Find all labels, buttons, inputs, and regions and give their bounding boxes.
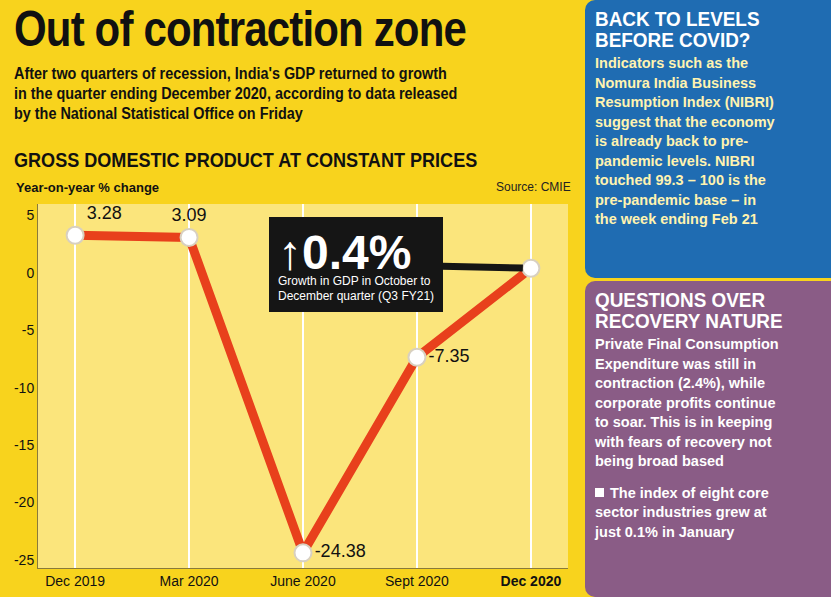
html-text:suggest that the economy: suggest that the economy <box>595 113 775 130</box>
svg-text:-10: -10 <box>14 380 34 396</box>
html-text:Out of contraction zone: Out of contraction zone <box>14 1 466 57</box>
svg-text:June 2020: June 2020 <box>270 573 336 589</box>
svg-text:-20: -20 <box>14 494 34 510</box>
html-text:QUESTIONS OVER: QUESTIONS OVER <box>595 288 766 311</box>
svg-text:-15: -15 <box>14 437 34 453</box>
html-text:BACK TO LEVELS: BACK TO LEVELS <box>595 7 760 30</box>
html-text:The index of eight core: The index of eight core <box>610 484 769 501</box>
html-text:corporate profits continue: corporate profits continue <box>595 394 776 411</box>
html-text:by the National Statistical Of: by the National Statistical Office on Fr… <box>14 105 303 122</box>
html-text:Nomura India Business: Nomura India Business <box>595 74 757 91</box>
svg-text:-24.38: -24.38 <box>315 541 366 561</box>
html-text:Source: CMIE: Source: CMIE <box>496 180 571 194</box>
svg-text:3.09: 3.09 <box>172 205 207 225</box>
html-text:is already back to pre-: is already back to pre- <box>595 133 749 149</box>
html-text:Private Final Consumption: Private Final Consumption <box>595 336 779 352</box>
svg-text:Sept 2020: Sept 2020 <box>385 573 449 589</box>
svg-text:3.28: 3.28 <box>87 203 122 223</box>
svg-text:-5: -5 <box>22 322 35 338</box>
html-text:in the quarter ending December: in the quarter ending December 2020, acc… <box>14 85 458 102</box>
html-text:being broad based: being broad based <box>595 453 724 469</box>
svg-text:Dec 2019: Dec 2019 <box>45 573 105 589</box>
svg-text:-25: -25 <box>14 552 34 568</box>
html-text:After two quarters of recessio: After two quarters of recession, India's… <box>14 65 447 82</box>
html-text:Resumption Index (NIBRI): Resumption Index (NIBRI) <box>595 94 774 110</box>
svg-text:Mar 2020: Mar 2020 <box>159 573 218 589</box>
html-text:Year-on-year % change: Year-on-year % change <box>16 180 160 195</box>
svg-text:Dec 2020: Dec 2020 <box>501 573 562 589</box>
svg-text:5: 5 <box>26 207 34 223</box>
svg-text:-7.35: -7.35 <box>429 346 470 366</box>
svg-text:↑0.4%Growth in GDP in October: ↑0.4%Growth in GDP in October toDecember… <box>278 226 434 303</box>
html-text:pandemic levels. NIBRI: pandemic levels. NIBRI <box>595 152 755 169</box>
html-text:contraction (2.4%), while: contraction (2.4%), while <box>595 375 765 391</box>
html-text:touched 99.3 – 100 is the: touched 99.3 – 100 is the <box>595 172 766 188</box>
html-text:GROSS DOMESTIC PRODUCT AT CONS: GROSS DOMESTIC PRODUCT AT CONSTANT PRICE… <box>14 148 478 171</box>
html-text:just 0.1% in January: just 0.1% in January <box>595 523 735 540</box>
html-text:with fears of recovery not: with fears of recovery not <box>595 433 772 450</box>
html-text:RECOVERY NATURE: RECOVERY NATURE <box>595 309 783 332</box>
html-text:sector industries grew at: sector industries grew at <box>595 504 767 520</box>
html-text:Expenditure was still in: Expenditure was still in <box>595 355 757 372</box>
html-text:BEFORE COVID?: BEFORE COVID? <box>595 28 751 51</box>
html-text:Indicators such as the: Indicators such as the <box>595 55 749 71</box>
html-text:the week ending Feb 21: the week ending Feb 21 <box>595 211 758 227</box>
svg-text:0: 0 <box>26 265 34 281</box>
html-text:to soar. This is in keeping: to soar. This is in keeping <box>595 414 773 430</box>
html-text:pre-pandemic base – in: pre-pandemic base – in <box>595 191 757 208</box>
